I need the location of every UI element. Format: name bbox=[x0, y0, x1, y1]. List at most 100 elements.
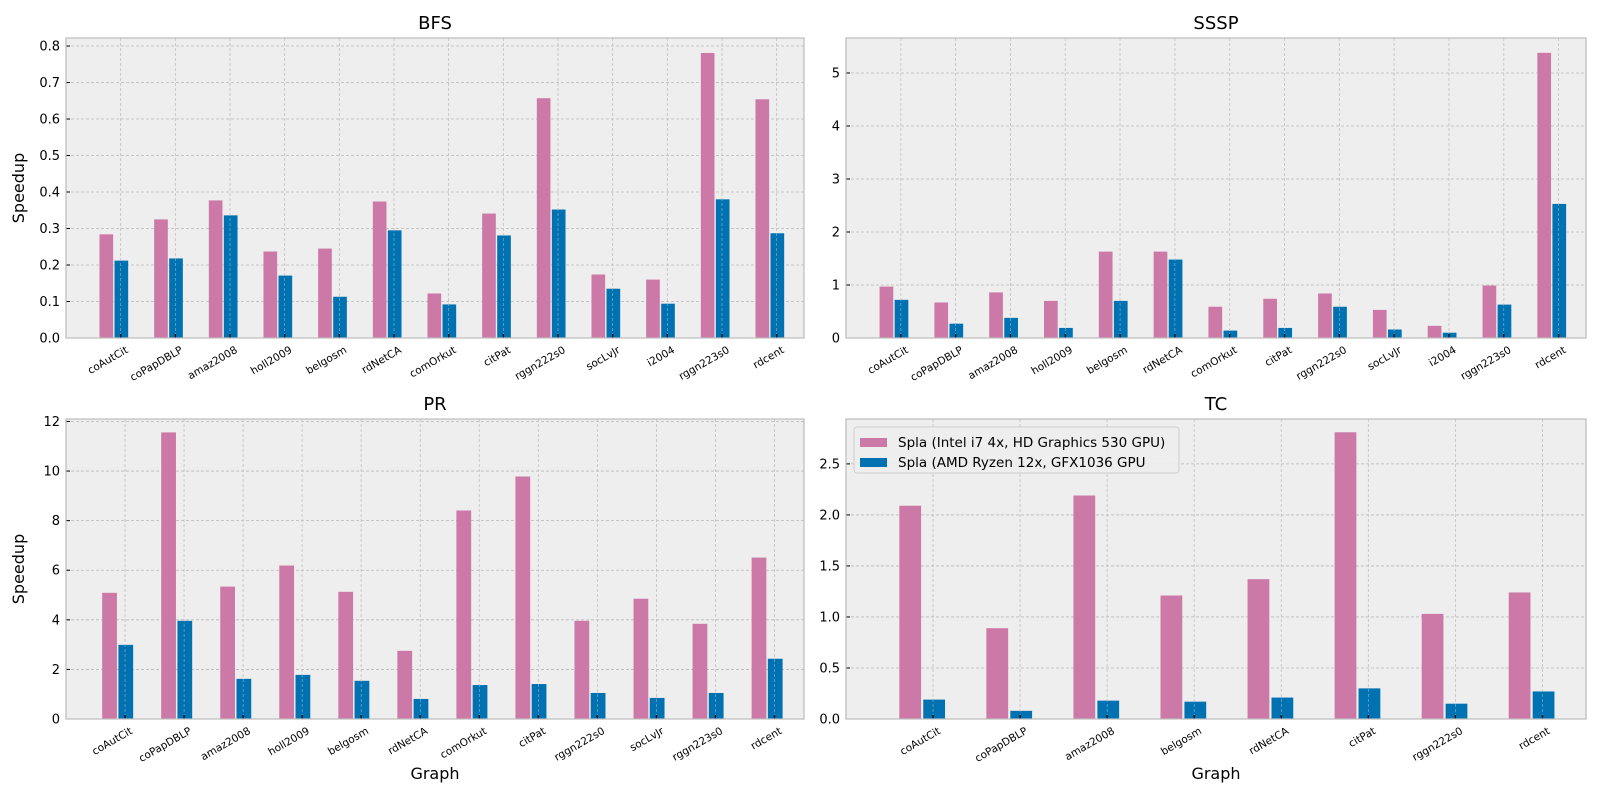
bar-pr-rdcent-series-1 bbox=[751, 557, 767, 719]
x-tick-label: rdNetCA bbox=[1141, 344, 1186, 377]
panel-tc: 0.0 0.5 1.0 1.5 2.0 2.5 coAutCit coPapDBLP amaz2… bbox=[819, 394, 1587, 783]
y-tick-label: 1.0 bbox=[819, 610, 840, 625]
x-tick-label: belgosm bbox=[326, 725, 371, 758]
bar-tc-coPapDBLP-series-2 bbox=[1010, 710, 1033, 719]
x-tick-label: comOrkut bbox=[1189, 344, 1240, 380]
y-tick-label: 0.6 bbox=[39, 113, 60, 128]
x-tick-label: amaz2008 bbox=[966, 344, 1020, 382]
bar-sssp-coPapDBLP-series-1 bbox=[934, 302, 949, 338]
bar-sssp-comOrkut-series-2 bbox=[1223, 330, 1238, 338]
legend-box bbox=[853, 426, 1180, 474]
x-tick-label: i2004 bbox=[1427, 344, 1459, 369]
y-tick-label: 0.7 bbox=[39, 76, 60, 91]
bar-sssp-i2004-series-2 bbox=[1442, 332, 1457, 338]
x-tick-label: holl2009 bbox=[266, 725, 312, 758]
bar-bfs-comOrkut-series-1 bbox=[427, 293, 442, 338]
y-tick-label: 4 bbox=[52, 613, 60, 628]
legend: Spla (Intel i7 4x, HD Graphics 530 GPU) S… bbox=[853, 426, 1180, 474]
x-tick-label: amaz2008 bbox=[186, 344, 240, 382]
y-tick-label: 12 bbox=[43, 415, 60, 430]
x-tick-label: rdNetCA bbox=[386, 725, 431, 758]
bar-sssp-rggn222s0-series-1 bbox=[1318, 293, 1332, 338]
x-tick-label: coPapDBLP bbox=[128, 344, 185, 384]
bar-bfs-amaz2008-series-2 bbox=[223, 215, 238, 338]
plot-area bbox=[846, 38, 1586, 338]
x-tick-label: comOrkut bbox=[408, 344, 459, 380]
bar-sssp-amaz2008-series-1 bbox=[989, 292, 1003, 338]
y-tick-label: 0.8 bbox=[39, 40, 60, 55]
bar-pr-coPapDBLP-series-2 bbox=[177, 620, 193, 719]
y-tick-label: 1 bbox=[832, 278, 840, 293]
x-tick-label: coAutCit bbox=[866, 344, 911, 377]
legend-label-series-2: Spla (AMD Ryzen 12x, GFX1036 GPU bbox=[898, 455, 1146, 471]
panel-bfs: 0.0 0.1 0.2 0.3 0.4 0.5 0.6 0.7 0.8 coAutCitcoPap… bbox=[9, 13, 805, 384]
bar-pr-belgosm-series-1 bbox=[338, 591, 354, 719]
chart-title: TC bbox=[1204, 394, 1228, 415]
bar-tc-rdcent-series-2 bbox=[1532, 691, 1555, 719]
chart-title: SSSP bbox=[1193, 13, 1238, 34]
x-tick-label: rdNetCA bbox=[1247, 725, 1292, 758]
x-tick-label: coAutCit bbox=[86, 344, 131, 377]
y-tick-label: 0 bbox=[832, 332, 840, 347]
bar-pr-rggn222s0-series-1 bbox=[574, 620, 590, 719]
bar-sssp-comOrkut-series-1 bbox=[1208, 306, 1223, 338]
bar-sssp-holl2009-series-2 bbox=[1059, 327, 1073, 338]
bar-tc-rggn222s0-series-2 bbox=[1445, 703, 1468, 719]
bar-sssp-holl2009-series-1 bbox=[1044, 300, 1058, 338]
y-tick-label: 2.5 bbox=[819, 457, 840, 472]
bar-pr-socLvJr-series-2 bbox=[649, 697, 665, 719]
bar-pr-belgosm-series-2 bbox=[354, 680, 370, 719]
axes-frame bbox=[845, 418, 1587, 720]
bar-bfs-coAutCit-series-1 bbox=[99, 234, 114, 338]
y-tick-label: 0.0 bbox=[39, 332, 60, 347]
bar-tc-citPat-series-1 bbox=[1334, 432, 1357, 719]
x-tick-label: coAutCit bbox=[898, 725, 943, 758]
bar-sssp-rdNetCA-series-1 bbox=[1153, 251, 1168, 338]
y-tick-label: 0.5 bbox=[39, 149, 60, 164]
bar-bfs-holl2009-series-2 bbox=[278, 275, 293, 338]
bar-sssp-belgosm-series-2 bbox=[1113, 300, 1128, 338]
bar-bfs-coPapDBLP-series-2 bbox=[169, 258, 183, 338]
y-tick-label: 2 bbox=[832, 225, 840, 240]
x-tick-label: socLvJr bbox=[584, 344, 623, 373]
bar-bfs-coPapDBLP-series-1 bbox=[154, 219, 168, 338]
bar-sssp-rggn222s0-series-2 bbox=[1333, 306, 1347, 338]
bar-bfs-rdNetCA-series-2 bbox=[387, 230, 402, 338]
y-tick-label: 5 bbox=[832, 66, 840, 81]
axes-frame bbox=[845, 37, 1587, 339]
y-tick-label: 1.5 bbox=[819, 559, 840, 574]
bar-bfs-rdcent-series-2 bbox=[770, 233, 785, 338]
x-tick-label: coPapDBLP bbox=[137, 725, 194, 765]
bar-tc-coPapDBLP-series-1 bbox=[986, 628, 1009, 719]
bar-sssp-coAutCit-series-1 bbox=[879, 286, 894, 338]
bar-bfs-rdcent-series-1 bbox=[755, 99, 770, 338]
bar-tc-rggn222s0-series-1 bbox=[1421, 613, 1444, 719]
y-tick-label: 2.0 bbox=[819, 508, 840, 523]
x-tick-label: belgosm bbox=[1085, 344, 1130, 377]
bar-bfs-rggn222s0-series-1 bbox=[536, 98, 551, 338]
bar-sssp-coAutCit-series-2 bbox=[894, 299, 909, 338]
axes-frame bbox=[65, 37, 805, 339]
bar-sssp-rdcent-series-1 bbox=[1537, 52, 1552, 338]
bar-sssp-i2004-series-1 bbox=[1427, 325, 1442, 338]
bar-tc-rdNetCA-series-2 bbox=[1271, 697, 1294, 719]
x-tick-label: amaz2008 bbox=[199, 725, 253, 763]
bar-sssp-rdcent-series-2 bbox=[1552, 203, 1567, 338]
bar-tc-citPat-series-2 bbox=[1358, 688, 1381, 719]
y-axis-label: Speedup bbox=[9, 153, 28, 223]
bar-sssp-citPat-series-2 bbox=[1278, 327, 1293, 338]
bar-bfs-belgosm-series-1 bbox=[318, 248, 332, 338]
x-tick-label: comOrkut bbox=[438, 725, 489, 761]
legend-label-series-1: Spla (Intel i7 4x, HD Graphics 530 GPU) bbox=[898, 435, 1165, 451]
x-tick-label: rggn223s0 bbox=[670, 725, 725, 764]
y-tick-label: 3 bbox=[832, 172, 840, 187]
y-tick-label: 10 bbox=[43, 465, 60, 480]
bar-tc-coAutCit-series-2 bbox=[923, 699, 946, 719]
y-tick-label: 0.1 bbox=[39, 295, 60, 310]
bar-tc-coAutCit-series-1 bbox=[899, 505, 922, 719]
bar-bfs-comOrkut-series-2 bbox=[442, 304, 457, 338]
bar-sssp-amaz2008-series-2 bbox=[1004, 317, 1018, 338]
bar-pr-amaz2008-series-2 bbox=[236, 678, 252, 719]
bar-bfs-i2004-series-1 bbox=[646, 279, 660, 338]
x-tick-label: rggn222s0 bbox=[552, 725, 607, 764]
